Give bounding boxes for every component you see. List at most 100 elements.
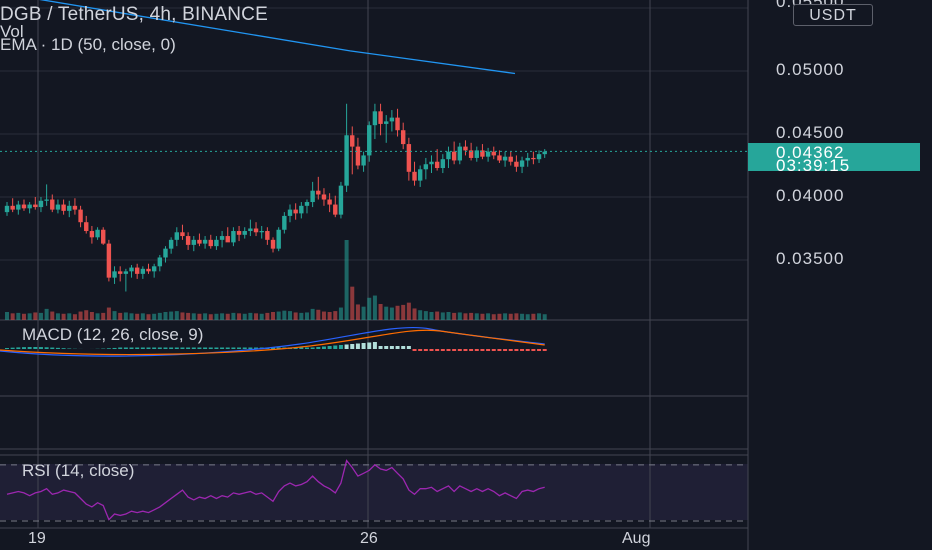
macd-histogram-bar (242, 347, 247, 349)
candle-body (395, 117, 400, 131)
candle-body (38, 200, 44, 208)
volume-bar (135, 313, 140, 320)
price-tick-label: 0.04500 (776, 123, 845, 142)
volume-bar (361, 306, 366, 320)
volume-bar (237, 313, 242, 320)
volume-bar (304, 312, 309, 320)
candle-body (248, 228, 253, 232)
candle-body (378, 111, 383, 124)
macd-histogram-bar (61, 348, 66, 349)
volume-bar (542, 314, 547, 320)
volume-bar (491, 314, 496, 320)
ema-line (39, 0, 516, 75)
volume-bar (214, 313, 219, 320)
volume-bar (186, 312, 191, 320)
macd-histogram-bar (157, 347, 162, 349)
time-tick-label: Aug (622, 530, 651, 547)
candle-body (157, 257, 163, 267)
volume-bar (452, 312, 457, 320)
ema-label: EMA · 1D (50, close, 0) (0, 35, 176, 54)
macd-histogram-bar (299, 347, 304, 349)
candle-body (327, 199, 332, 205)
candle-body (474, 150, 479, 158)
candle-body (384, 121, 389, 124)
quote-currency-button[interactable]: USDT (793, 4, 873, 26)
volume-bar (367, 297, 372, 320)
candle-body (33, 204, 38, 208)
volume-bar (418, 310, 423, 320)
macd-histogram-bar (395, 346, 400, 349)
candle-body (89, 231, 95, 238)
candle-body (101, 229, 106, 244)
volume-bar (123, 312, 128, 320)
candle-body (78, 209, 83, 223)
bar-countdown: 03:39:15 (776, 156, 851, 175)
volume-bar (282, 310, 287, 320)
volume-bar (203, 313, 208, 320)
candle-body (468, 150, 474, 158)
volume-bar (497, 313, 502, 320)
volume-bar (271, 312, 276, 320)
volume-bar (327, 312, 332, 320)
candle-body (61, 204, 66, 211)
volume-bar (316, 309, 321, 320)
volume-bar (384, 306, 389, 320)
candle-body (463, 146, 468, 151)
volume-bar (520, 313, 525, 320)
macd-histogram-bar (163, 347, 168, 349)
macd-histogram-bar (225, 347, 230, 349)
candle-body (423, 164, 429, 170)
volume-bar (344, 240, 349, 320)
candle-body (372, 111, 378, 126)
candle-body (355, 146, 361, 166)
volume-bar (457, 312, 462, 320)
candle-body (508, 156, 513, 162)
candle-body (338, 185, 344, 215)
volume-bar (197, 313, 202, 320)
macd-histogram-bar (276, 347, 281, 349)
volume-bar (16, 312, 21, 320)
candle-body (202, 239, 208, 244)
volume-bar (129, 313, 134, 320)
volume-bar (429, 312, 434, 320)
volume-bar (157, 312, 162, 320)
volume-bar (254, 313, 259, 320)
macd-histogram-bar (146, 347, 151, 349)
candle-body (270, 239, 276, 249)
candle-body (389, 117, 395, 122)
macd-histogram-bar (186, 347, 191, 349)
macd-histogram-bar (350, 344, 355, 349)
macd-histogram-bar (514, 349, 519, 351)
volume-bar (463, 313, 468, 320)
candle-body (225, 236, 230, 243)
volume-bar (50, 311, 55, 320)
volume-bar (220, 313, 225, 320)
macd-histogram-bar (180, 347, 185, 349)
volume-bar (423, 311, 428, 320)
volume-bar (259, 313, 264, 320)
macd-histogram-bar (406, 346, 411, 349)
macd-histogram-bar (197, 347, 202, 349)
macd-histogram-bar (16, 347, 21, 349)
macd-histogram-bar (440, 349, 445, 351)
volume-bar (531, 313, 536, 320)
candle-body (242, 231, 247, 235)
volume-bar (321, 311, 326, 320)
macd-histogram-bar (384, 346, 389, 349)
macd-histogram-bar (174, 347, 179, 349)
candle-body (236, 231, 242, 235)
price-tick-label: 0.03500 (776, 249, 845, 268)
macd-histogram-bar (327, 346, 332, 349)
candle-body (112, 271, 117, 278)
price-tick-label: 0.05000 (776, 60, 845, 79)
candle-body (502, 156, 508, 161)
candle-body (265, 231, 270, 240)
volume-bar (355, 304, 360, 320)
volume-bar (89, 312, 94, 320)
volume-bar (435, 311, 440, 320)
volume-bar (401, 304, 406, 320)
candle-body (50, 199, 55, 210)
candle-body (276, 229, 281, 249)
